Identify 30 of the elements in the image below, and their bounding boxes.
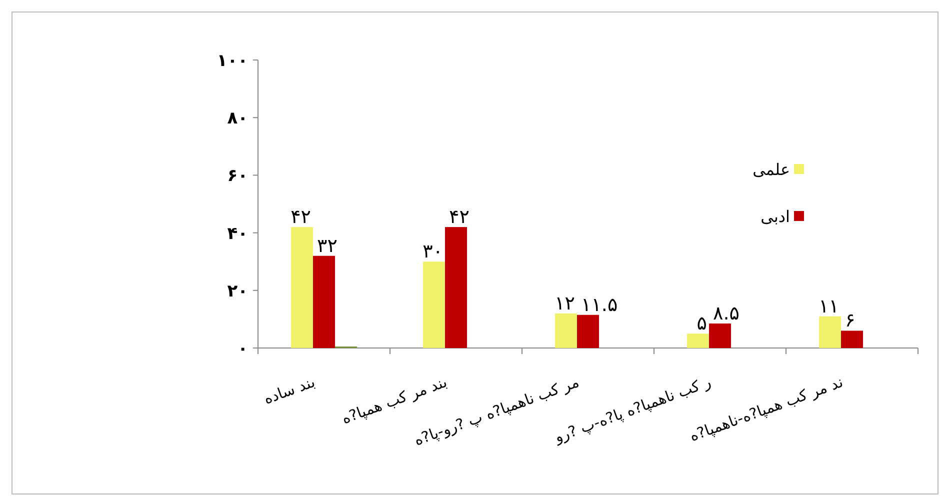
- bar: [313, 256, 335, 348]
- data-label: ۴۲: [449, 206, 470, 228]
- bar: [291, 227, 313, 348]
- data-label: ۱۱: [818, 295, 839, 318]
- y-tick-label: ۶۰: [227, 166, 248, 186]
- data-label: ۳۲: [317, 234, 338, 257]
- bar: [577, 314, 599, 348]
- y-tick-label: ۰: [238, 339, 248, 359]
- data-label: ۵: [696, 312, 707, 335]
- y-tick-label: ۴۰: [227, 224, 248, 244]
- data-label: ۴۲: [290, 206, 311, 228]
- bar: [819, 316, 841, 348]
- bar: [709, 324, 731, 348]
- x-tick-label: بند ساده: [261, 372, 318, 408]
- bar: [687, 334, 709, 348]
- data-label: ۶: [845, 310, 856, 332]
- data-label: ۱۲: [554, 292, 575, 314]
- legend-label: ادبی: [760, 207, 790, 226]
- data-label: ۸.۵: [713, 302, 740, 325]
- bar: [841, 330, 863, 348]
- data-label: ۱۱.۵: [581, 294, 618, 316]
- legend-label: علمی: [752, 160, 790, 179]
- bar: [555, 313, 577, 348]
- x-tick-label: بند مر کب همپا?ه: [339, 372, 450, 428]
- data-label: ۳۰: [422, 240, 443, 263]
- y-tick-label: ۸۰: [227, 108, 248, 129]
- y-tick-label: ۲۰: [227, 281, 248, 302]
- bar: [423, 262, 445, 348]
- bar: [445, 227, 467, 348]
- y-tick-label: ۱۰۰: [216, 51, 248, 71]
